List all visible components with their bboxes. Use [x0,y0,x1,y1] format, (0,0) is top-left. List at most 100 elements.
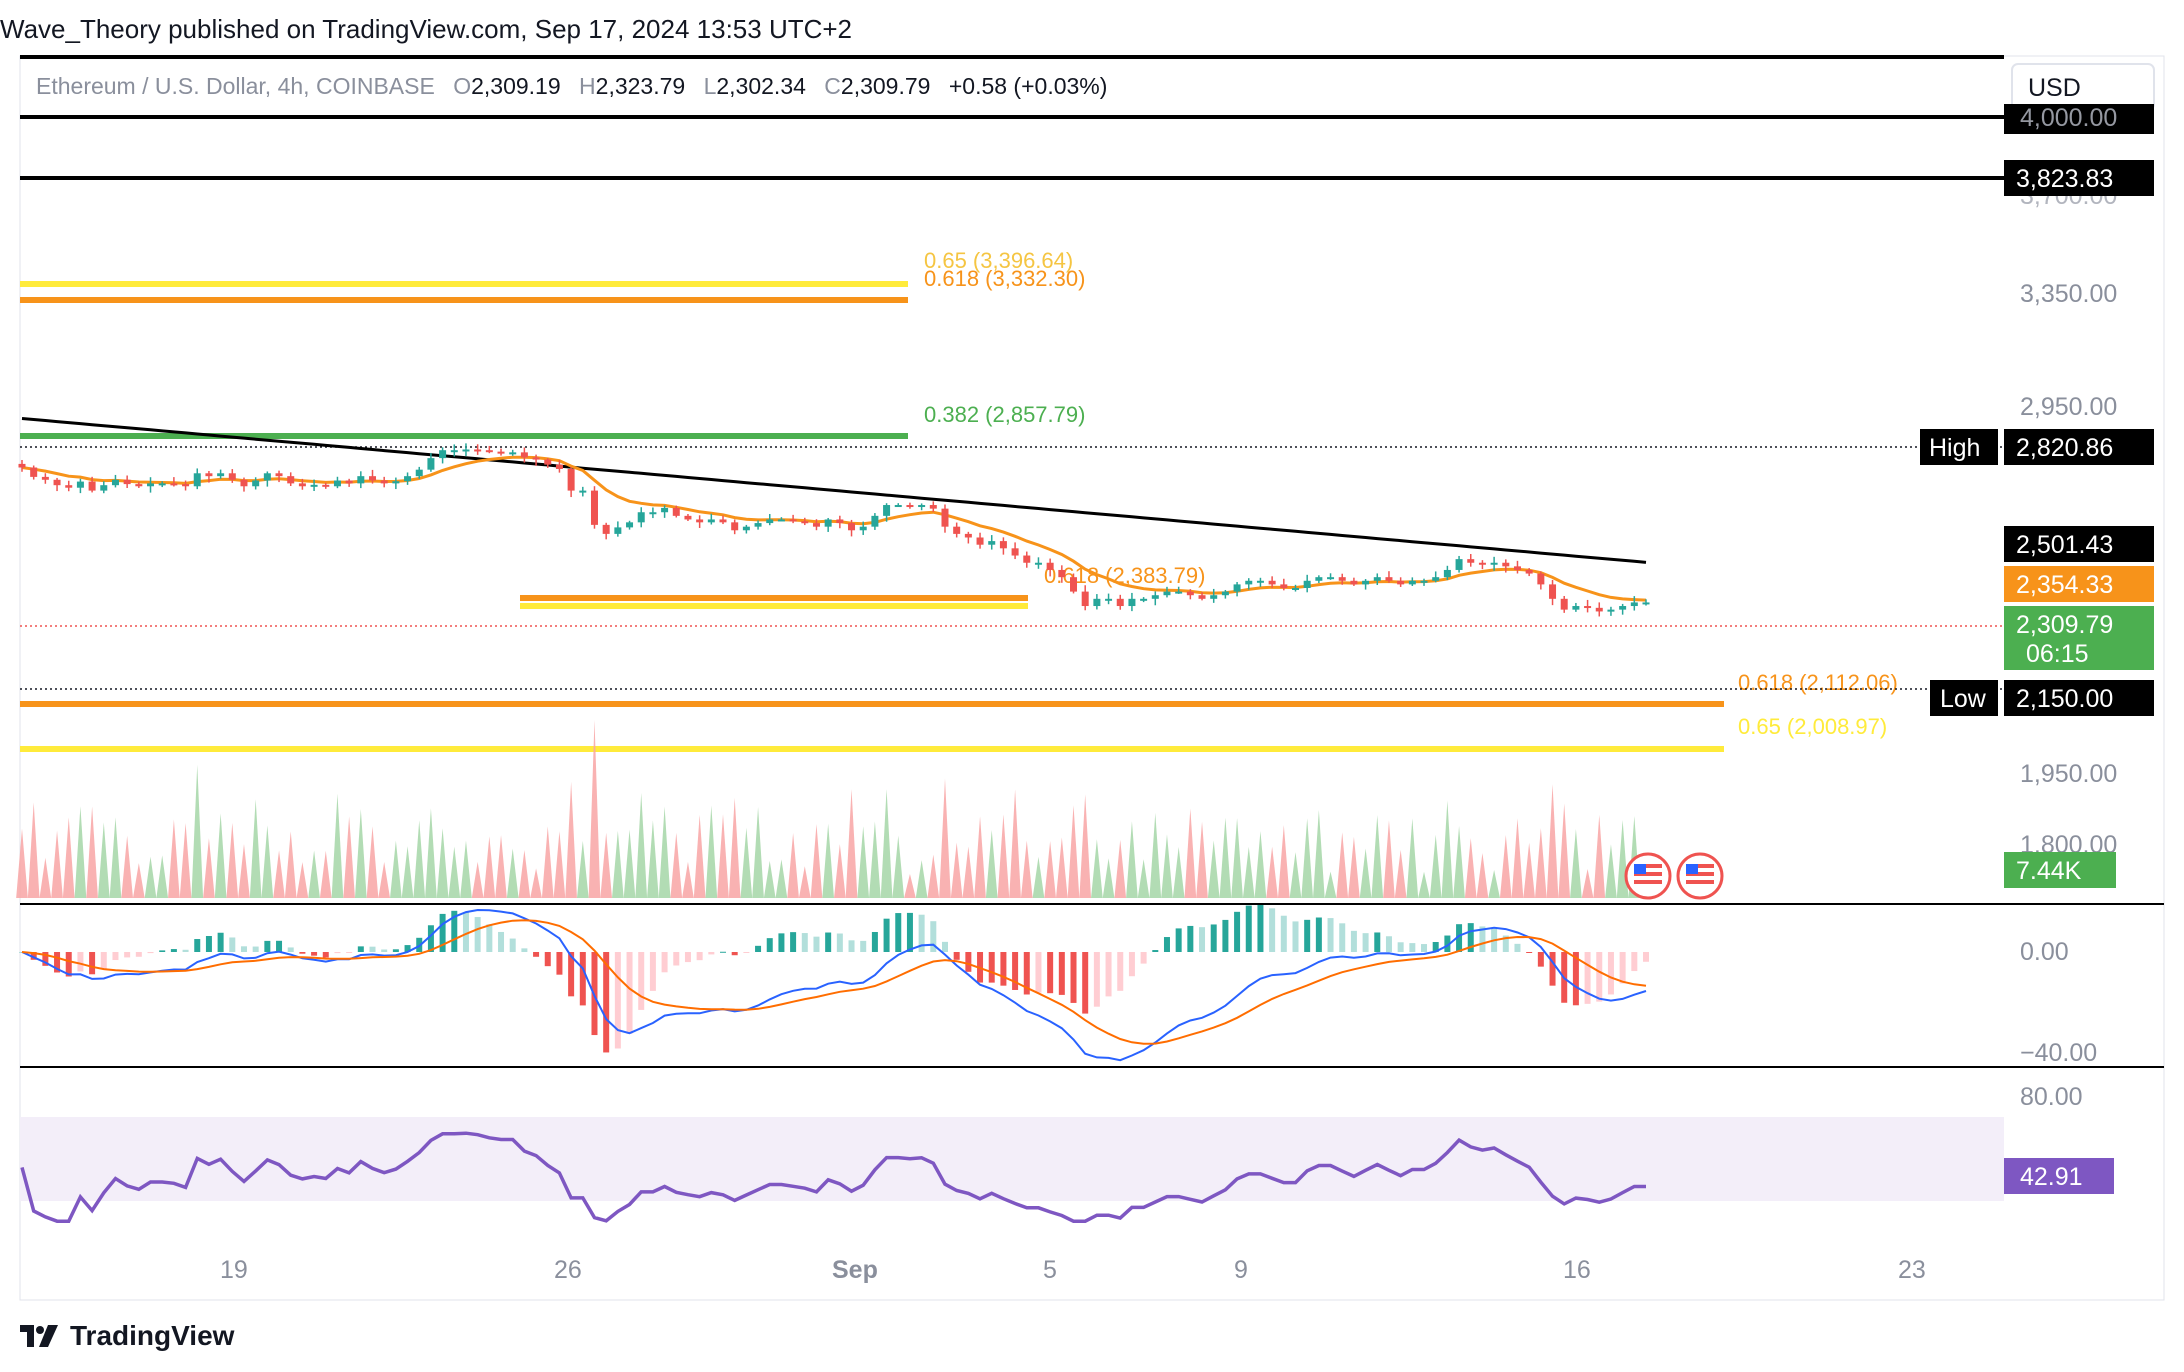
volume-bar [1032,856,1045,898]
macd-histogram-bar [229,937,236,952]
x-tick-5: 5 [1043,1256,1057,1284]
macd-histogram-bar [1584,952,1591,1004]
macd-histogram-bar [1105,952,1112,997]
macd-histogram-bar [462,912,469,952]
macd-histogram-bar [1035,952,1042,993]
candle-body [579,490,587,493]
candle-body [976,537,984,545]
volume-bar [1429,834,1442,898]
volume-bar [763,860,776,898]
macd-histogram-bar [1607,952,1614,995]
price-tag-level-top-text: 3,823.83 [2016,165,2113,193]
macd-histogram-bar [1245,905,1252,952]
candle-body [1151,595,1159,599]
volume-bar [623,829,636,898]
y-axis-label-2950: 2,950.00 [2020,393,2117,421]
volume-bar [1091,839,1103,898]
candle-body [1210,595,1218,599]
candle-body [30,467,38,477]
candle-body [906,505,914,508]
price-tag-hidden-top-text: 4,000.00 [2020,104,2117,132]
macd-histogram-bar [521,948,528,952]
low-value: 2,150.00 [2016,685,2113,713]
us-flag-event-icon-1[interactable] [1624,852,1672,900]
candle-body [1350,580,1358,585]
volume-bar [1266,846,1278,898]
candle-body [848,523,856,531]
candle-body [1070,577,1078,592]
candle-body [894,505,902,508]
candle-body [1046,562,1054,570]
candle-body [731,522,739,531]
macd-histogram-bar [1082,952,1089,1014]
tradingview-logo-icon [20,1325,58,1347]
us-flag-event-icon-2[interactable] [1676,852,1724,900]
volume-bar [740,827,753,898]
volume-bar [1441,800,1454,898]
candle-body [1245,580,1253,585]
macd-histogram-bar [614,952,621,1049]
candle-body [485,450,493,453]
macd-histogram-bar [276,940,283,952]
price-tag-last: 2,309.79 06:15 [2004,606,2154,670]
candle-body [357,476,365,484]
candle-body [369,476,377,481]
volume-bar [86,806,98,898]
candle-body [836,519,844,524]
macd-histogram-bar [299,952,306,954]
candle-body [637,512,645,523]
legend-open-label: O [453,73,471,99]
volume-bar [214,813,227,898]
volume-bar [144,856,157,898]
tradingview-brand[interactable]: TradingView [18,1320,234,1352]
candle-body [602,524,610,534]
macd-histogram-bar [159,950,166,952]
macd-histogram-bar [182,949,189,952]
candle-body [777,519,785,522]
currency-label: USD [2028,74,2081,102]
currency-button[interactable]: USD [2011,63,2155,111]
macd-histogram-bar [813,936,820,952]
volume-bar [1511,818,1524,898]
legend-low: 2,302.34 [716,73,806,99]
candle-body [217,473,225,477]
volume-bar [647,820,659,898]
candle-body [41,476,49,480]
candle-body [801,521,809,524]
candle-body [649,512,657,515]
volume-bar [576,840,589,898]
volume-bar [927,854,940,898]
volume-bar [997,814,1010,898]
price-tag-level-top: 3,823.83 [2004,160,2154,196]
candle-body [1619,606,1627,610]
candle-body [532,457,540,460]
volume-bar [880,789,893,898]
fib-label-0382: 0.382 (2,857.79) [924,402,1085,427]
macd-histogram-bar [930,921,937,952]
volume-bar [775,859,788,898]
candle-body [450,450,458,453]
candle-body [1186,591,1194,596]
macd-histogram-bar [1210,924,1217,952]
macd-histogram-bar [498,931,505,952]
publisher-caption: Wave_Theory published on TradingView.com… [0,14,853,44]
candle-body [1397,580,1405,585]
macd-histogram-bar [264,940,271,952]
macd-histogram-bar [30,952,37,960]
candle-body [929,505,937,509]
volume-bar [27,802,40,898]
candle-body [88,481,96,491]
volume-bar [1570,829,1582,898]
candle-body [228,473,236,480]
macd-histogram-bar [544,952,551,967]
candle-body [322,484,330,487]
candle-body [1408,580,1416,585]
macd-histogram-bar [135,952,142,957]
candle-body [275,473,283,477]
volume-bar [1418,871,1430,898]
candle-body [871,515,879,527]
candle-body [1490,562,1498,565]
price-tag-ema-long: 2,501.43 [2004,526,2154,562]
price-tag-hidden-top: 4,000.00 [2004,104,2154,134]
